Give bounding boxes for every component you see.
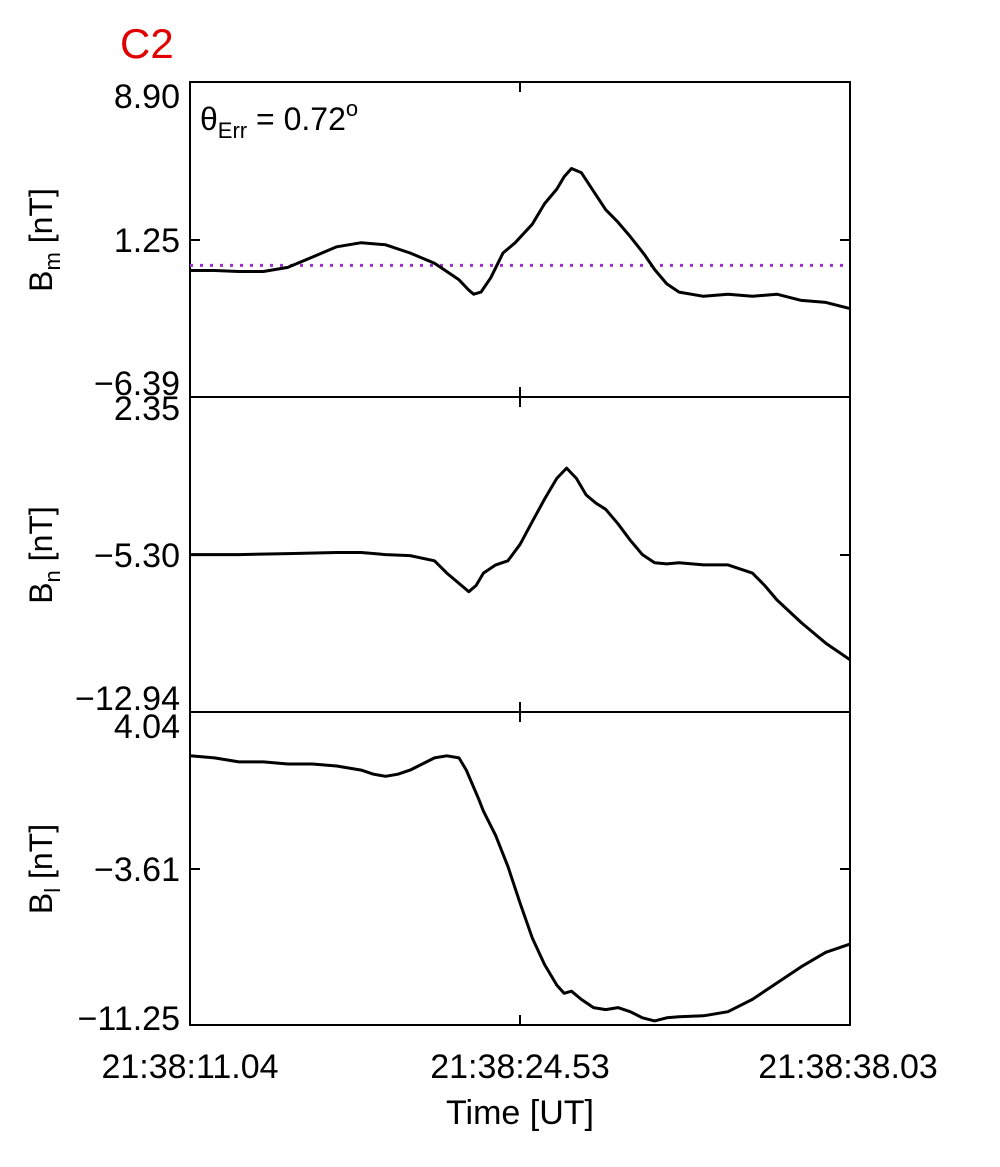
panel-bn: 2.35 −5.30 −12.94 Bn [nT] <box>23 390 851 718</box>
panel-bn-ylabel-sub: n <box>40 570 65 582</box>
theta-value: = 0.72 <box>247 101 346 137</box>
theta-error-annotation: θErr = 0.72o <box>200 96 358 143</box>
panel-bm-ytick-mid: 1.25 <box>114 222 180 260</box>
theta-symbol: θ <box>200 101 218 137</box>
panel-bn-ytick-mid: −5.30 <box>94 537 180 575</box>
xtick-label-start: 21:38:11.04 <box>101 1048 278 1086</box>
panel-bl-frame <box>189 711 851 1026</box>
panel-bn-ylabel-main: B <box>23 582 59 603</box>
panel-bl-ytick-top: 4.04 <box>114 708 180 746</box>
panel-bl-ylabel-main: B <box>23 893 59 914</box>
panel-bl-ytick-mid: −3.61 <box>94 851 180 889</box>
panel-bm: 8.90 1.25 −6.39 Bm [nT] <box>23 78 851 403</box>
xtick-label-end: 21:38:38.03 <box>758 1048 938 1086</box>
panel-bn-ytick-bottom: −12.94 <box>75 680 180 718</box>
panel-bm-ytick-bottom: −6.39 <box>94 365 180 403</box>
panel-bm-series-line <box>190 167 851 311</box>
panel-bl-ytick-bottom: −11.25 <box>78 1000 180 1038</box>
panel-bn-series-line <box>190 466 851 661</box>
panel-bm-ylabel-sub: m <box>40 252 65 270</box>
panel-bl-ylabel: Bl [nT] <box>23 824 65 914</box>
panel-bn-ylabel: Bn [nT] <box>23 506 65 604</box>
panel-bm-ytick-top: 8.90 <box>114 78 180 116</box>
panel-bl-ylabel-sub: l <box>40 888 65 893</box>
panel-bl: 4.04 −3.61 −11.25 Bl [nT] <box>23 708 851 1038</box>
panel-bn-ylabel-unit: [nT] <box>23 506 59 570</box>
chart-title: C2 <box>120 20 174 67</box>
panel-bm-ylabel: Bm [nT] <box>23 188 65 292</box>
panel-bm-ylabel-main: B <box>23 271 59 292</box>
theta-degree-sup: o <box>346 96 358 121</box>
x-axis-label: Time [UT] <box>446 1094 594 1132</box>
panel-bm-ylabel-unit: [nT] <box>23 188 59 252</box>
panel-bl-series-line <box>189 754 851 1023</box>
panel-bn-ytick-top: 2.35 <box>114 390 180 428</box>
panel-bl-ylabel-unit: [nT] <box>23 824 59 888</box>
xtick-label-middle: 21:38:24.53 <box>430 1048 610 1086</box>
theta-subscript: Err <box>218 118 247 143</box>
